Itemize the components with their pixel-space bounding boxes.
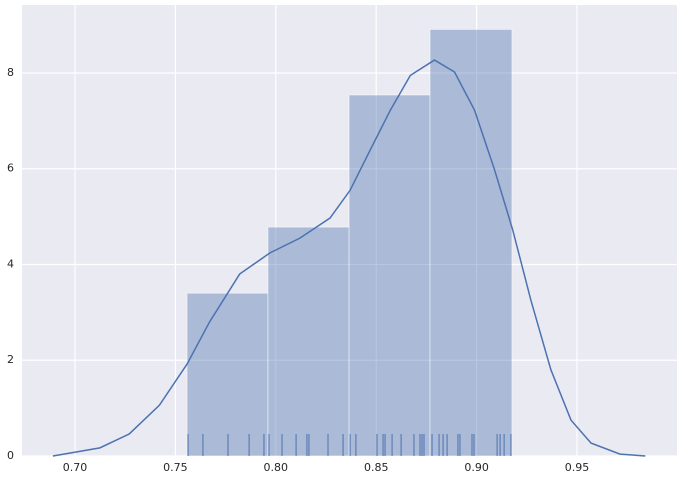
- x-tick-label: 0.80: [264, 461, 289, 474]
- x-tick-label: 0.70: [63, 461, 88, 474]
- y-tick-label: 0: [7, 449, 14, 462]
- y-tick-label: 6: [7, 162, 14, 175]
- bar: [186, 292, 269, 457]
- bar: [267, 226, 350, 457]
- y-tick-label: 2: [7, 353, 14, 366]
- bar: [348, 94, 431, 457]
- x-tick-label: 0.75: [163, 461, 188, 474]
- x-tick-label: 0.95: [565, 461, 590, 474]
- x-tick-label: 0.90: [464, 461, 489, 474]
- plot-area: [22, 5, 677, 456]
- bar: [429, 29, 513, 457]
- kde-line: [52, 59, 646, 457]
- y-tick-label: 8: [7, 66, 14, 79]
- y-tick-label: 4: [7, 257, 14, 270]
- x-tick-label: 0.85: [364, 461, 389, 474]
